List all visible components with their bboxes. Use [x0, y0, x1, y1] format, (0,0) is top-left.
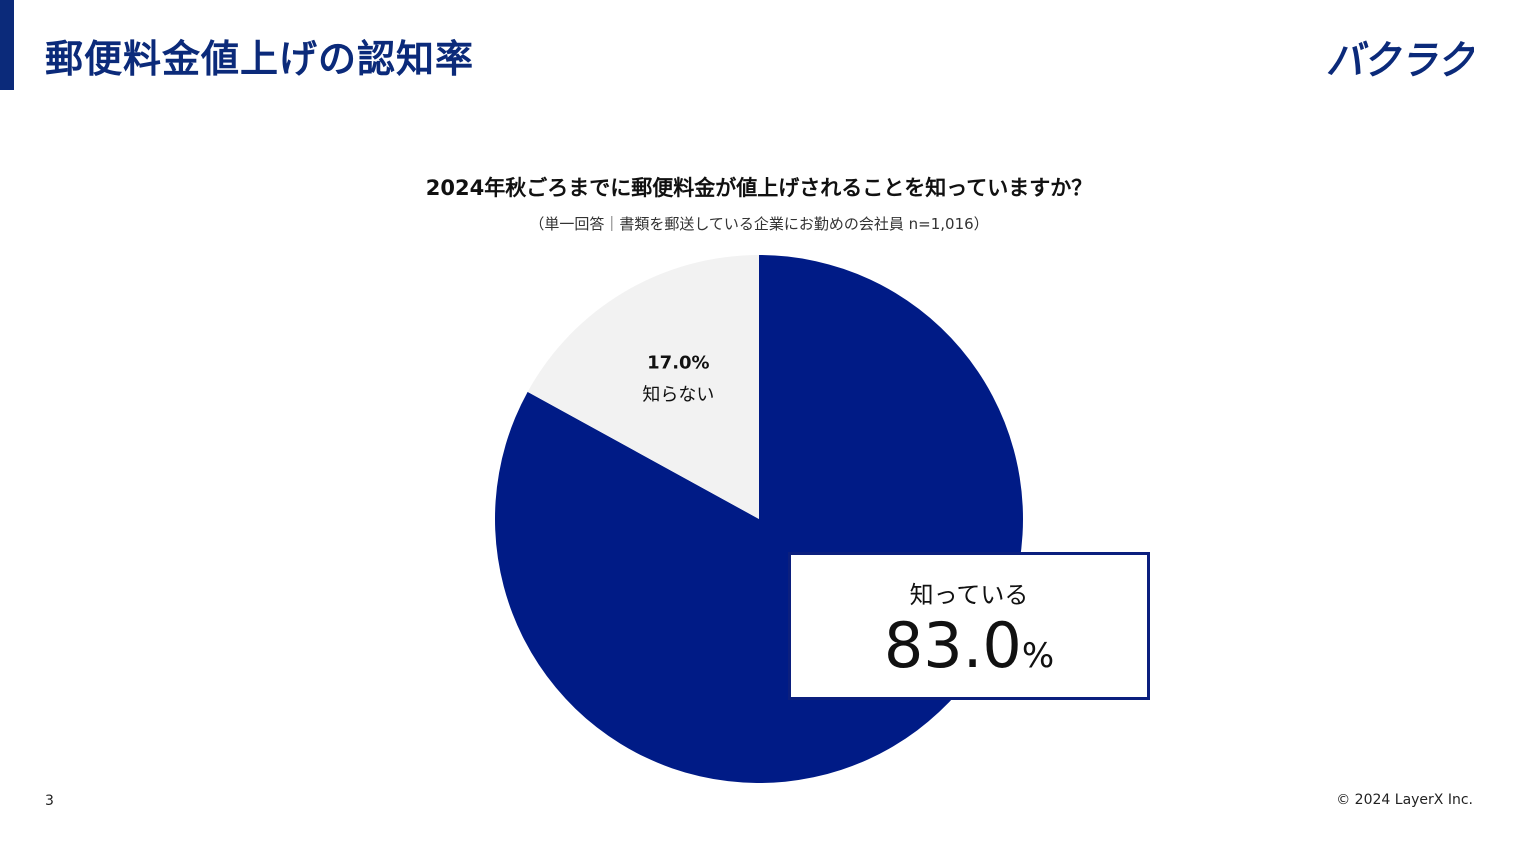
callout-value: 83.0	[883, 609, 1022, 682]
slice-value-label: 17.0%	[647, 353, 709, 374]
callout-box: 知っている 83.0%	[788, 552, 1150, 700]
page-number: 3	[45, 793, 54, 809]
chart-subtitle: （単一回答｜書類を郵送している企業にお勤めの会社員 n=1,016）	[529, 215, 989, 233]
slice-name-label: 知らない	[642, 385, 714, 406]
chart-title: 2024年秋ごろまでに郵便料金が値上げされることを知っていますか？	[425, 176, 1093, 200]
page-title: 郵便料金値上げの認知率	[45, 37, 475, 81]
brand-logo-text: バクラク	[1326, 40, 1474, 80]
callout-value-row: 83.0%	[791, 611, 1147, 691]
callout-label: 知っている	[909, 581, 1029, 609]
callout-unit: %	[1021, 636, 1055, 676]
copyright: © 2024 LayerX Inc.	[1336, 792, 1473, 808]
accent-bar	[0, 0, 14, 90]
pie-slice	[527, 255, 759, 519]
brand-logo: バクラク	[1326, 40, 1474, 80]
